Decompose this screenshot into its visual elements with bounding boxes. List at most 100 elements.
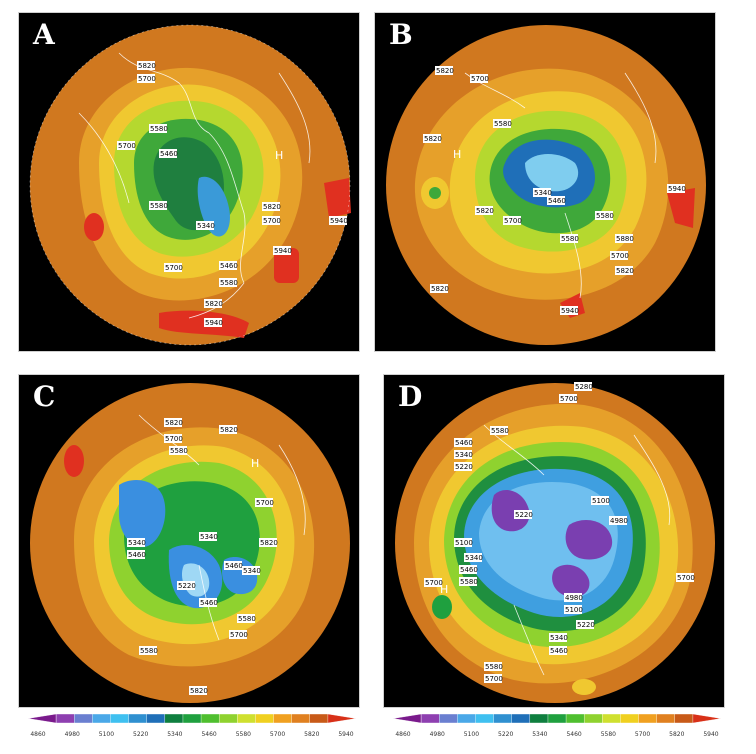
contour-label-group: 5820 5700 5580 5820 5340 5460 5940 5580 … (423, 66, 686, 315)
colorbar-tick-label: 4860 (395, 731, 410, 738)
contour-label: 5220 (515, 511, 533, 519)
contour-5340 (119, 480, 166, 548)
contour-label: 5220 (178, 582, 196, 590)
contour-label: 5580 (220, 279, 238, 287)
high-pressure-marker: H (453, 148, 461, 161)
contour-label: 5220 (455, 463, 473, 471)
contour-label: 5820 (436, 67, 454, 75)
contour-label: 5820 (263, 203, 281, 211)
colorbar-tick-label: 5580 (601, 731, 616, 738)
hemisphere-map-c: 5820 5700 5580 5820 5700 5340 5460 5820 … (30, 383, 350, 703)
map-panel-b: 5820 5700 5580 5820 5340 5460 5940 5580 … (374, 12, 716, 352)
contour-label: 5820 (476, 207, 494, 215)
colorbar-swatches (27, 713, 357, 724)
contour-label: 5460 (225, 562, 243, 570)
contour-label: 5340 (128, 539, 146, 547)
contour-label-group: 5820 5700 5580 5460 5580 5340 5700 5820 … (117, 61, 348, 327)
low-cell (429, 187, 441, 199)
colorbar-swatch (164, 713, 184, 724)
contour-label: 5940 (330, 217, 348, 225)
contour-label: 5580 (596, 212, 614, 220)
coastlines (483, 424, 671, 676)
colorbar-swatch (511, 713, 531, 724)
contour-label: 5280 (575, 383, 593, 391)
colorbar-tick-label: 5100 (464, 731, 479, 738)
colorbar-swatch (182, 713, 202, 724)
colorbar-swatch (692, 713, 722, 724)
contour-label: 5580 (238, 615, 256, 623)
colorbar-swatch (420, 713, 440, 724)
colorbar-swatch (27, 713, 57, 724)
colorbar-swatch (493, 713, 513, 724)
contour-label: 5700 (118, 142, 136, 150)
contour-label: 5100 (455, 539, 473, 547)
contour-label: 5460 (128, 551, 146, 559)
colorbar-swatch (55, 713, 75, 724)
contour-label: 5460 (160, 150, 178, 158)
contour-label: 5340 (550, 634, 568, 642)
panel-letter: A (33, 18, 55, 51)
colorbar-tick-label: 4980 (430, 731, 445, 738)
lat-circle (29, 24, 351, 346)
colorbar-tick-label: 5220 (498, 731, 513, 738)
contour-label: 5580 (561, 235, 579, 243)
contour-label: 5700 (504, 217, 522, 225)
contour-label: 5340 (197, 222, 215, 230)
high-pressure-marker: H (440, 583, 448, 596)
contour-label: 5700 (165, 264, 183, 272)
colorbar-ticks: 4860 4980 5100 5220 5340 5460 5580 5700 5820 5940 (30, 731, 353, 738)
colorbar-swatch (110, 713, 130, 724)
contour-label: 5340 (243, 567, 261, 575)
colorbar-swatch (529, 713, 549, 724)
contour-label: 5820 (190, 687, 208, 695)
panel-letter: B (389, 18, 413, 51)
contour-label: 5700 (485, 675, 503, 683)
contour-label: 5820 (138, 62, 156, 70)
contour-label: 5700 (165, 435, 183, 443)
contour-label: 5820 (616, 267, 634, 275)
contour-5220 (525, 154, 579, 192)
contour-label: 5820 (205, 300, 223, 308)
map-panel-a: 5820 5700 5580 5460 5580 5340 5700 5820 … (18, 12, 360, 352)
colorbar-tick-label: 5940 (703, 731, 718, 738)
contour-label: 4980 (565, 594, 583, 602)
contour-label: 5940 (274, 247, 292, 255)
contour-label: 5940 (668, 185, 686, 193)
contour-label: 5940 (205, 319, 223, 327)
map-panel-c: 5820 5700 5580 5820 5700 5340 5460 5820 … (18, 374, 360, 708)
colorbar-left: 4860 4980 5100 5220 5340 5460 5580 5700 5820 5940 (27, 713, 357, 738)
contour-label: 5340 (455, 451, 473, 459)
contour-label: 5700 (425, 579, 443, 587)
contour-label: 5340 (200, 533, 218, 541)
colorbar-swatch (74, 713, 94, 724)
contour-label: 5460 (200, 599, 218, 607)
contour-label: 5340 (534, 189, 552, 197)
contour-4980 (565, 520, 613, 560)
panel-letter: D (398, 380, 423, 413)
colorbar-tick-label: 5340 (167, 731, 182, 738)
hemisphere-map-a: 5820 5700 5580 5460 5580 5340 5700 5820 … (29, 24, 351, 346)
hemisphere-map-b: 5820 5700 5580 5820 5340 5460 5940 5580 … (386, 25, 706, 345)
contour-label: 5880 (616, 235, 634, 243)
colorbar-tick-label: 4980 (65, 731, 80, 738)
colorbar-swatch (638, 713, 658, 724)
contour-label: 5460 (550, 647, 568, 655)
coastlines (78, 52, 311, 319)
high-pressure-marker: H (251, 457, 259, 470)
contour-label: 5100 (592, 497, 610, 505)
contour-label: 5100 (565, 606, 583, 614)
contour-label: 5820 (220, 426, 238, 434)
contour-4980 (552, 564, 590, 598)
colorbar-tick-label: 5460 (566, 731, 581, 738)
contour-label: 5580 (494, 120, 512, 128)
low-cell (432, 595, 452, 619)
colorbar-tick-label: 5100 (99, 731, 114, 738)
map-panel-d: 5280 5700 5580 5460 5340 5220 5220 5100 … (383, 374, 725, 708)
colorbar-swatch (656, 713, 676, 724)
contour-label: 5580 (170, 447, 188, 455)
colorbar-tick-label: 5340 (532, 731, 547, 738)
colorbar-swatch (92, 713, 112, 724)
colorbar-swatch (200, 713, 220, 724)
colorbar-swatch (620, 713, 640, 724)
colorbar-ticks: 4860 4980 5100 5220 5340 5460 5580 5700 5820 5940 (395, 731, 718, 738)
